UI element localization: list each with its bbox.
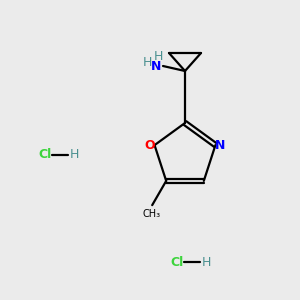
Text: Cl: Cl (38, 148, 51, 161)
Text: CH₃: CH₃ (142, 209, 160, 219)
Text: O: O (144, 139, 155, 152)
Text: H: H (142, 56, 152, 70)
Text: N: N (151, 59, 161, 73)
Text: H: H (153, 50, 163, 62)
Text: H: H (69, 148, 79, 161)
Text: Cl: Cl (170, 256, 183, 268)
Text: H: H (201, 256, 211, 268)
Text: N: N (215, 139, 226, 152)
